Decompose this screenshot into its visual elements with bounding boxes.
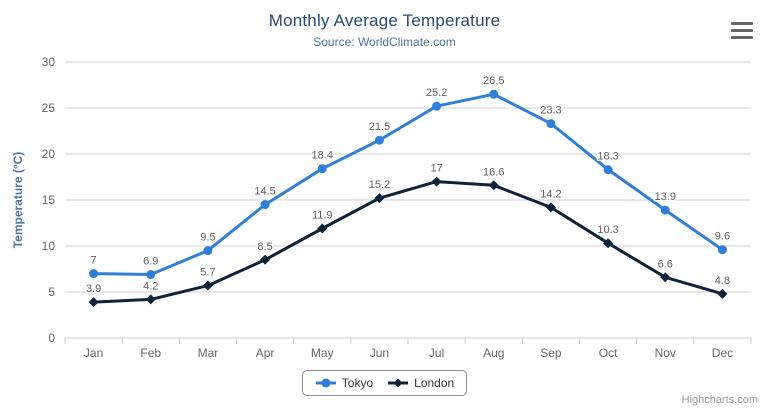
data-label: 14.2 <box>540 188 561 200</box>
london-series: 3.9 4.2 5.7 8.5 11.9 15.2 17 16.6 14.2 10.3 6.6 4.8 <box>84 161 732 308</box>
data-label: 9.6 <box>715 231 730 243</box>
tokyo-data-point[interactable] <box>89 269 99 279</box>
y-tick-label: 15 <box>42 193 56 207</box>
london-data-point[interactable] <box>145 294 156 305</box>
highcharts-credit-link[interactable]: Highcharts.com <box>681 394 758 406</box>
data-label: 16.6 <box>483 166 504 178</box>
london-data-point[interactable] <box>545 202 556 213</box>
london-data-point[interactable] <box>660 272 671 283</box>
x-tick-label: Jul <box>429 346 444 360</box>
london-data-point[interactable] <box>603 238 614 249</box>
x-tick-label: Jan <box>84 346 103 360</box>
x-tick-label: Aug <box>483 346 504 360</box>
data-label: 5.7 <box>200 267 215 279</box>
data-label: 17 <box>430 163 442 175</box>
y-tick-label: 20 <box>42 147 56 161</box>
x-tick-label: Nov <box>655 346 676 360</box>
tokyo-data-point[interactable] <box>374 135 384 145</box>
y-tick-label: 0 <box>48 331 55 345</box>
london-data-point[interactable] <box>488 180 499 191</box>
y-tick-label: 25 <box>42 101 56 115</box>
hamburger-menu-icon <box>731 21 753 25</box>
legend-label-london: London <box>414 376 455 390</box>
data-label: 11.9 <box>312 210 333 222</box>
data-label: 9.5 <box>200 232 215 244</box>
x-tick-label: Mar <box>198 346 219 360</box>
y-tick-label: 10 <box>42 239 56 253</box>
tokyo-data-point[interactable] <box>146 270 156 280</box>
legend: Tokyo London <box>0 370 769 396</box>
data-label: 18.3 <box>597 151 618 163</box>
tokyo-data-point[interactable] <box>717 245 727 255</box>
tokyo-data-point[interactable] <box>489 89 499 99</box>
data-label: 18.4 <box>312 150 333 162</box>
legend-item-london[interactable]: London <box>387 376 454 390</box>
london-line <box>92 180 724 304</box>
hamburger-menu-icon <box>731 35 753 39</box>
london-data-point[interactable] <box>374 193 385 204</box>
tokyo-data-point[interactable] <box>603 165 613 175</box>
data-label: 25.2 <box>426 87 447 99</box>
data-label: 13.9 <box>655 191 676 203</box>
tokyo-data-point[interactable] <box>317 164 327 174</box>
data-label: 14.5 <box>254 186 275 198</box>
data-label: 4.8 <box>715 275 730 287</box>
y-axis-title: Temperature (°C) <box>11 152 25 249</box>
x-tick-label: May <box>311 346 334 360</box>
london-data-point[interactable] <box>260 254 271 265</box>
x-tick-label: Dec <box>712 346 733 360</box>
tokyo-data-point[interactable] <box>546 119 556 129</box>
data-label: 21.5 <box>369 121 390 133</box>
tokyo-data-point[interactable] <box>203 246 213 256</box>
tokyo-line <box>92 92 724 276</box>
x-tick-label: Apr <box>256 346 275 360</box>
data-label: 23.3 <box>540 105 561 117</box>
hamburger-menu-icon <box>731 28 753 32</box>
x-tick-label: Sep <box>540 346 562 360</box>
london-data-point[interactable] <box>88 297 99 308</box>
london-data-point[interactable] <box>317 223 328 234</box>
chart-subtitle: Source: WorldClimate.com <box>313 35 456 49</box>
data-label: 7 <box>91 255 97 267</box>
legend-box: Tokyo London <box>301 370 468 396</box>
export-menu-button[interactable] <box>731 19 755 41</box>
data-label: 3.9 <box>86 283 101 295</box>
london-data-point[interactable] <box>717 288 728 299</box>
chart-title: Monthly Average Temperature <box>268 11 501 30</box>
legend-label-tokyo: Tokyo <box>341 376 374 390</box>
tokyo-data-point[interactable] <box>432 101 442 111</box>
y-tick-label: 5 <box>48 285 55 299</box>
legend-item-tokyo[interactable]: Tokyo <box>315 376 373 390</box>
data-label: 6.9 <box>143 256 158 268</box>
data-label: 10.3 <box>597 224 618 236</box>
london-data-point[interactable] <box>202 280 213 291</box>
data-label: 4.2 <box>143 280 158 292</box>
tokyo-data-point[interactable] <box>260 200 270 210</box>
y-tick-label: 30 <box>42 55 56 69</box>
data-label: 15.2 <box>369 179 390 191</box>
tokyo-series-marker-icon <box>315 378 336 388</box>
x-tick-label: Feb <box>140 346 161 360</box>
x-tick-label: Jun <box>370 346 389 360</box>
data-label: 8.5 <box>257 241 272 253</box>
x-tick-label: Oct <box>599 346 618 360</box>
tokyo-series: 7 6.9 9.5 14.5 18.4 21.5 25.2 26.5 23.3 18.3 13.9 9… <box>89 74 732 280</box>
london-data-point[interactable] <box>431 176 442 187</box>
london-series-marker-icon <box>388 378 409 388</box>
data-label: 26.5 <box>483 75 504 87</box>
tokyo-data-point[interactable] <box>660 205 670 215</box>
data-label: 6.6 <box>658 258 673 270</box>
